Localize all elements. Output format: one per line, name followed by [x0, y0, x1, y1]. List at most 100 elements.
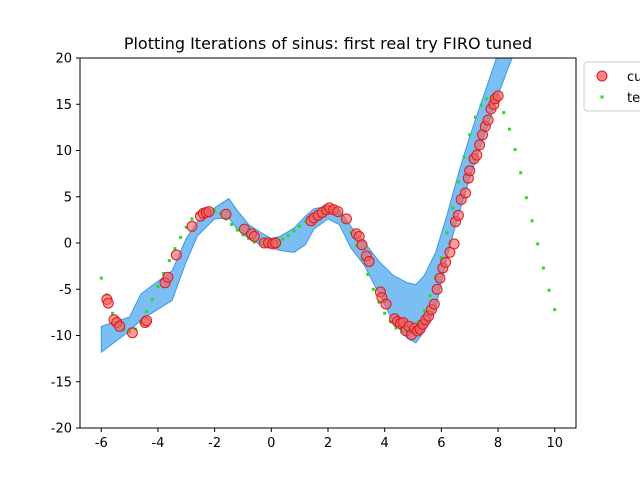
current-series-layer [101, 90, 504, 341]
target-point [162, 272, 166, 275]
target-point [303, 220, 307, 224]
legend-current-label: cu [627, 70, 640, 85]
target-point [473, 115, 477, 119]
target-point [213, 209, 217, 213]
plot-frame [79, 57, 577, 429]
current-point [474, 139, 486, 151]
current-point [270, 237, 282, 249]
target-point [190, 217, 194, 221]
target-point [524, 196, 528, 200]
y-tick-label: -10 [51, 329, 72, 344]
y-tick-label: 20 [55, 52, 72, 67]
chart-title: Plotting Iterations of sinus: first real… [124, 34, 532, 53]
y-tick-label: -5 [59, 283, 72, 298]
y-tick-label: 0 [64, 237, 72, 252]
target-point [150, 297, 154, 301]
x-tick-label: 0 [267, 436, 275, 451]
current-point [428, 298, 440, 310]
target-point [422, 309, 426, 312]
x-axis: -6 -4 -2 0 2 4 6 8 10 [95, 428, 563, 451]
target-point [218, 211, 222, 215]
legend-current-marker [596, 70, 608, 82]
current-point [162, 271, 174, 283]
y-tick-label: -20 [51, 422, 72, 437]
target-point [354, 244, 358, 248]
target-point [485, 97, 489, 101]
target-point [366, 272, 370, 276]
target-point [553, 308, 557, 312]
target-point [519, 171, 523, 175]
legend-target-label: te [627, 91, 640, 106]
target-point [445, 231, 449, 235]
current-point [482, 114, 494, 126]
current-point [186, 220, 198, 232]
current-point [431, 283, 443, 295]
target-point [383, 311, 387, 315]
target-point [286, 234, 290, 238]
target-point [292, 229, 296, 233]
x-tick-label: 6 [437, 436, 445, 451]
current-point [114, 320, 126, 332]
current-point [464, 165, 476, 177]
target-point [530, 219, 534, 223]
target-point [167, 259, 171, 263]
target-point [360, 258, 364, 262]
target-point [502, 111, 506, 115]
target-point [252, 240, 256, 244]
current-point [434, 272, 446, 284]
y-tick-label: -15 [51, 375, 72, 390]
y-tick-label: 5 [64, 190, 72, 205]
current-point [452, 209, 464, 221]
x-tick-label: -6 [95, 436, 108, 451]
current-point [471, 149, 483, 161]
target-point [99, 276, 103, 280]
target-point [230, 223, 234, 226]
target-point [394, 326, 398, 330]
current-point [141, 315, 153, 327]
target-point [184, 225, 188, 229]
target-point [111, 311, 115, 315]
target-point [145, 309, 149, 313]
current-point [363, 256, 375, 267]
current-point [332, 206, 344, 218]
target-point [462, 155, 466, 159]
current-point [448, 238, 460, 250]
x-tick-label: 2 [324, 436, 332, 451]
target-point [235, 228, 239, 232]
x-tick-label: -4 [151, 436, 164, 451]
target-point [468, 133, 472, 137]
target-point [507, 127, 511, 131]
current-point [440, 256, 452, 268]
current-point [102, 297, 114, 309]
target-point [179, 235, 183, 239]
target-point [156, 285, 160, 288]
target-point [349, 231, 353, 235]
target-point [541, 266, 545, 270]
legend: cu te [583, 61, 640, 112]
x-tick-label: 4 [381, 436, 389, 451]
legend-target-marker [600, 95, 604, 99]
target-point [371, 287, 375, 291]
x-tick-label: -2 [208, 436, 221, 451]
target-point [428, 294, 432, 298]
current-point [170, 249, 182, 261]
y-tick-label: 10 [55, 144, 72, 159]
y-tick-label: 15 [55, 98, 72, 113]
current-point [492, 90, 504, 102]
current-point [380, 298, 392, 310]
target-point [479, 103, 483, 107]
current-point [340, 213, 352, 225]
target-point [241, 233, 245, 237]
target-point [122, 328, 126, 332]
current-point [356, 239, 368, 251]
target-point [513, 148, 517, 152]
current-point [248, 231, 260, 242]
target-point [536, 242, 540, 246]
current-point [203, 206, 215, 218]
target-point [547, 288, 551, 292]
x-tick-label: 10 [546, 436, 563, 451]
current-point [220, 208, 232, 220]
y-axis: -20 -15 -10 -5 0 5 10 15 20 [51, 52, 80, 437]
target-point [439, 256, 443, 260]
